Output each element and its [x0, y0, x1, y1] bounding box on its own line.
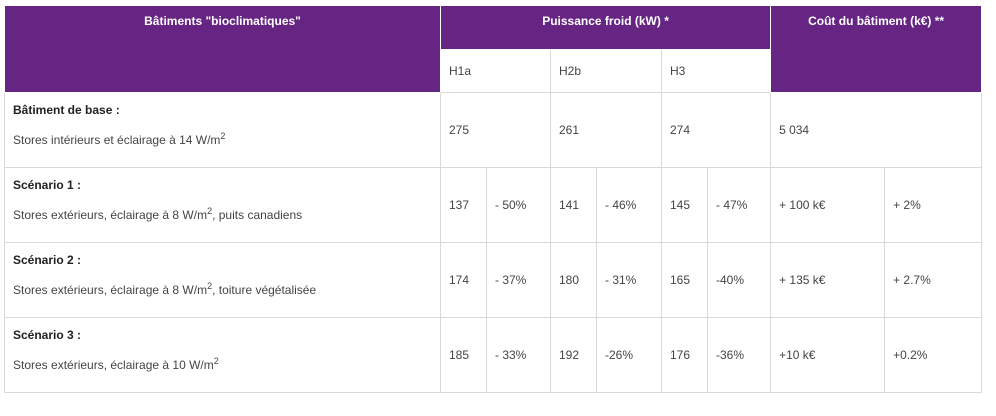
value-h3: 176: [661, 317, 708, 393]
pct-h1a: - 33%: [486, 317, 551, 393]
row-title: Bâtiment de base :: [13, 103, 120, 117]
pct-h2b: - 31%: [596, 242, 662, 318]
zone-h1a: H1a: [440, 49, 551, 93]
value-h1a: 185: [440, 317, 487, 393]
header-building-cost: Coût du bâtiment (k€) **: [770, 5, 983, 93]
zone-h3: H3: [660, 49, 772, 93]
table-row: Scénario 1 : Stores extérieurs, éclairag…: [4, 167, 983, 243]
row-description: Stores intérieurs et éclairage à 14 W/m2: [13, 131, 226, 147]
pct-h3: -40%: [706, 242, 772, 318]
row-description: Stores extérieurs, éclairage à 8 W/m2, t…: [13, 281, 317, 297]
row-label: Scénario 2 : Stores extérieurs, éclairag…: [4, 242, 441, 318]
table-row: Scénario 2 : Stores extérieurs, éclairag…: [4, 242, 983, 318]
pct-h3: -36%: [706, 317, 772, 393]
value-cost: + 135 k€: [770, 242, 886, 318]
row-title: Scénario 3 :: [13, 328, 82, 342]
value-h3: 274: [660, 92, 772, 168]
pct-cost: +0.2%: [884, 317, 983, 393]
pct-cost: + 2.7%: [884, 242, 983, 318]
table-row: Bâtiment de base : Stores intérieurs et …: [4, 92, 983, 168]
value-cost: + 100 k€: [770, 167, 886, 243]
row-description: Stores extérieurs, éclairage à 8 W/m2, p…: [13, 206, 303, 222]
pct-h1a: - 37%: [486, 242, 551, 318]
zone-h2b: H2b: [550, 49, 662, 93]
pct-h2b: - 46%: [596, 167, 662, 243]
row-label: Scénario 1 : Stores extérieurs, éclairag…: [4, 167, 441, 243]
pct-h1a: - 50%: [486, 167, 551, 243]
value-cost: 5 034: [770, 92, 983, 168]
header-buildings: Bâtiments "bioclimatiques": [4, 5, 441, 93]
value-cost: +10 k€: [770, 317, 886, 393]
value-h1a: 137: [440, 167, 487, 243]
comparison-table: Bâtiments "bioclimatiques" Puissance fro…: [4, 5, 983, 393]
value-h3: 145: [661, 167, 708, 243]
pct-cost: + 2%: [884, 167, 983, 243]
pct-h2b: -26%: [596, 317, 662, 393]
table-row: Scénario 3 : Stores extérieurs, éclairag…: [4, 317, 983, 393]
row-description: Stores extérieurs, éclairage à 10 W/m2: [13, 356, 219, 372]
header-cooling-power: Puissance froid (kW) *: [439, 5, 772, 50]
value-h2b: 180: [550, 242, 597, 318]
row-label: Scénario 3 : Stores extérieurs, éclairag…: [4, 317, 441, 393]
value-h2b: 141: [550, 167, 597, 243]
row-title: Scénario 1 :: [13, 178, 82, 192]
row-title: Scénario 2 :: [13, 253, 82, 267]
row-label: Bâtiment de base : Stores intérieurs et …: [4, 92, 441, 168]
value-h3: 165: [661, 242, 708, 318]
value-h2b: 192: [550, 317, 597, 393]
value-h1a: 174: [440, 242, 487, 318]
pct-h3: - 47%: [706, 167, 772, 243]
value-h2b: 261: [550, 92, 662, 168]
value-h1a: 275: [440, 92, 551, 168]
